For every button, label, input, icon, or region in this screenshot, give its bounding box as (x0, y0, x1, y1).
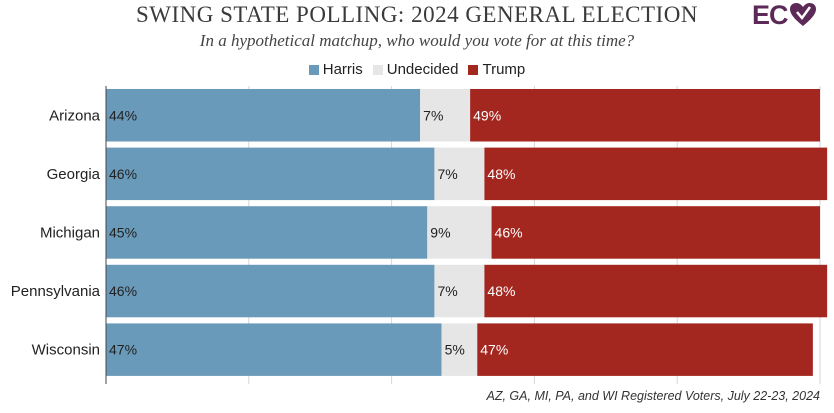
legend-item-undecided: Undecided (372, 61, 459, 78)
bar-harris (106, 89, 421, 142)
legend-label-trump: Trump (482, 61, 526, 78)
data-label-trump: 48% (487, 166, 515, 182)
bar-trump (484, 147, 828, 201)
bar-trump (484, 264, 828, 318)
category-label: Pennsylvania (11, 283, 101, 300)
bar-undecided (441, 323, 478, 376)
bar-trump (491, 206, 820, 259)
bar-trump (470, 89, 820, 142)
legend-item-harris: Harris (308, 61, 363, 78)
legend-swatch-harris (308, 64, 319, 75)
bar-harris (106, 323, 442, 376)
data-label-harris: 44% (109, 107, 137, 123)
data-label-trump: 47% (480, 342, 508, 358)
chart-subtitle: In a hypothetical matchup, who would you… (199, 31, 635, 50)
category-label: Georgia (47, 166, 101, 183)
data-label-trump: 49% (473, 107, 501, 123)
bar-harris (106, 206, 428, 259)
legend-swatch-undecided (372, 64, 383, 75)
bar-harris (106, 147, 435, 201)
legend-label-undecided: Undecided (386, 61, 459, 78)
data-label-undecided: 9% (430, 224, 450, 240)
bar-undecided (434, 147, 485, 201)
category-label: Wisconsin (32, 342, 100, 359)
data-label-trump: 48% (487, 283, 515, 299)
data-label-harris: 46% (109, 166, 137, 182)
logo-text: EC (752, 0, 789, 30)
legend-item-trump: Trump (468, 61, 525, 78)
data-label-harris: 45% (109, 224, 137, 240)
data-label-trump: 46% (495, 224, 523, 240)
category-label: Arizona (49, 107, 101, 124)
data-label-harris: 47% (109, 342, 137, 358)
bar-undecided (427, 206, 492, 259)
category-label: Michigan (40, 224, 100, 241)
data-label-harris: 46% (109, 283, 137, 299)
logo-heart-icon (789, 3, 816, 26)
bar-undecided (434, 264, 485, 318)
data-label-undecided: 7% (423, 107, 443, 123)
chart-title: SWING STATE POLLING: 2024 GENERAL ELECTI… (136, 2, 698, 27)
data-label-undecided: 7% (437, 283, 457, 299)
legend-swatch-trump (468, 64, 479, 75)
ecp-logo: EC (752, 0, 817, 30)
data-label-undecided: 7% (437, 166, 457, 182)
chart-footnote: AZ, GA, MI, PA, and WI Registered Voters… (486, 389, 820, 403)
bar-undecided (420, 89, 471, 142)
chart-legend: Harris Undecided Trump (0, 61, 834, 78)
legend-label-harris: Harris (322, 61, 363, 78)
bar-trump (477, 323, 813, 376)
data-label-undecided: 5% (445, 342, 465, 358)
bar-harris (106, 264, 435, 318)
